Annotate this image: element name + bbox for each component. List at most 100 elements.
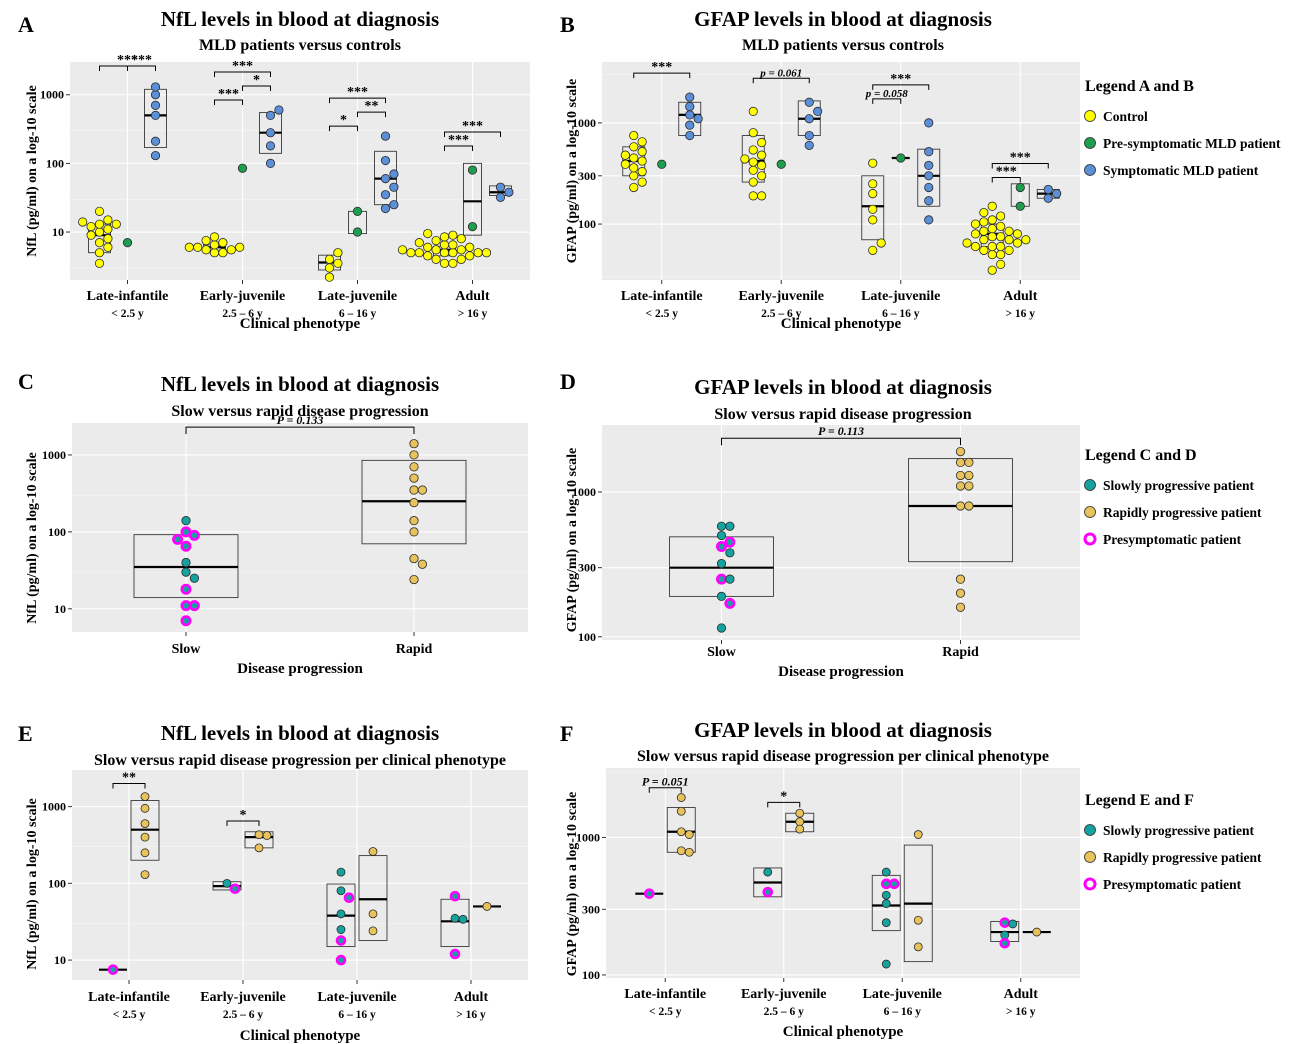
data-point <box>776 159 786 169</box>
y-axis-label: GFAP (pg/ml) on a log-10 scale <box>565 792 580 976</box>
significance-bracket <box>185 426 415 435</box>
data-point <box>693 114 703 124</box>
data-point <box>368 909 378 919</box>
data-point <box>265 158 276 168</box>
data-point <box>684 847 694 857</box>
data-point <box>716 530 727 541</box>
data-point <box>804 114 814 124</box>
data-point <box>495 182 506 192</box>
data-point <box>657 159 667 169</box>
data-point <box>987 241 997 252</box>
data-point <box>748 128 758 138</box>
data-point <box>423 228 433 239</box>
data-point <box>140 832 150 842</box>
data-point <box>970 241 981 252</box>
data-point <box>804 97 814 107</box>
data-point <box>924 171 934 181</box>
data-point <box>193 242 203 252</box>
data-point <box>629 171 639 181</box>
data-point <box>757 191 767 201</box>
data-point <box>1008 919 1018 929</box>
data-point <box>979 207 989 218</box>
data-point <box>504 187 514 197</box>
data-point <box>150 82 161 92</box>
data-point <box>140 803 150 813</box>
significance-label: *** <box>347 85 368 100</box>
data-point <box>456 234 466 244</box>
significance-label: *** <box>448 133 469 148</box>
data-point <box>964 457 974 468</box>
data-point <box>150 100 161 110</box>
data-point <box>881 899 891 909</box>
data-point <box>449 948 461 960</box>
data-point <box>964 470 974 481</box>
data-point <box>389 169 399 179</box>
data-point <box>964 481 974 491</box>
data-point <box>473 248 483 258</box>
data-point <box>235 242 245 252</box>
data-point <box>748 177 758 187</box>
data-point <box>913 915 923 925</box>
data-point <box>1012 238 1023 248</box>
data-point <box>748 191 758 201</box>
data-point <box>481 248 492 258</box>
panel-letter: A <box>18 12 34 37</box>
panel-f: F GFAP levels in blood at diagnosis Slow v… <box>560 718 1080 1040</box>
x-tick-label: Late-infantile <box>88 990 170 1005</box>
data-point <box>336 867 346 877</box>
data-point <box>218 248 228 258</box>
data-point <box>881 959 891 969</box>
data-point <box>716 623 727 633</box>
significance-label: * <box>253 73 260 88</box>
x-tick-sublabel: < 2.5 y <box>646 308 679 320</box>
data-point <box>996 241 1006 252</box>
data-point <box>795 817 805 827</box>
data-point <box>724 597 736 609</box>
data-point <box>685 110 695 120</box>
y-tick-label: 1000 <box>42 448 66 462</box>
x-tick-label: Early-juvenile <box>738 289 824 304</box>
data-point <box>716 521 727 531</box>
chart-title: GFAP levels in blood at diagnosis <box>694 7 992 31</box>
data-point <box>335 935 347 946</box>
data-marks: *** <box>99 771 501 975</box>
y-tick-label: 10 <box>52 225 64 239</box>
legend-swatch <box>1084 479 1096 491</box>
chart-subtitle: MLD patients versus controls <box>742 37 944 54</box>
x-tick-sublabel: 6 – 16 y <box>882 308 920 320</box>
data-point <box>150 110 161 121</box>
data-point <box>868 158 878 168</box>
data-point <box>716 591 727 602</box>
x-tick-sublabel: 6 – 16 y <box>884 1006 922 1018</box>
data-marks: P = 0.133 <box>133 413 467 627</box>
data-point <box>676 846 686 856</box>
data-point <box>417 559 427 569</box>
significance-label: * <box>340 113 347 128</box>
data-point <box>417 485 427 495</box>
y-tick-label: 1000 <box>576 830 600 844</box>
x-tick-label: Late-juvenile <box>317 990 396 1005</box>
data-point <box>676 793 686 802</box>
x-tick-label: Late-juvenile <box>861 289 940 304</box>
data-point <box>180 615 192 627</box>
data-point <box>439 240 450 250</box>
significance-bracket <box>242 85 271 91</box>
data-point <box>180 583 192 595</box>
data-point <box>716 559 727 569</box>
legend-swatch <box>1083 532 1097 546</box>
significance-label: *** <box>218 87 239 102</box>
data-point <box>996 232 1006 242</box>
data-point <box>274 105 284 115</box>
significance-label: *** <box>131 53 152 68</box>
data-point <box>868 189 878 199</box>
data-point <box>970 219 981 229</box>
data-marks: P = 0.051 * <box>635 775 1051 969</box>
panel-letter: B <box>560 12 575 37</box>
data-point <box>955 446 966 457</box>
data-marks: *** p = 0.061 ***p = 0.058****** <box>620 60 1062 275</box>
data-point <box>955 602 966 612</box>
significance-label: ** <box>365 99 379 114</box>
data-point <box>209 240 220 250</box>
x-axis-label: Clinical phenotype <box>240 1028 361 1044</box>
